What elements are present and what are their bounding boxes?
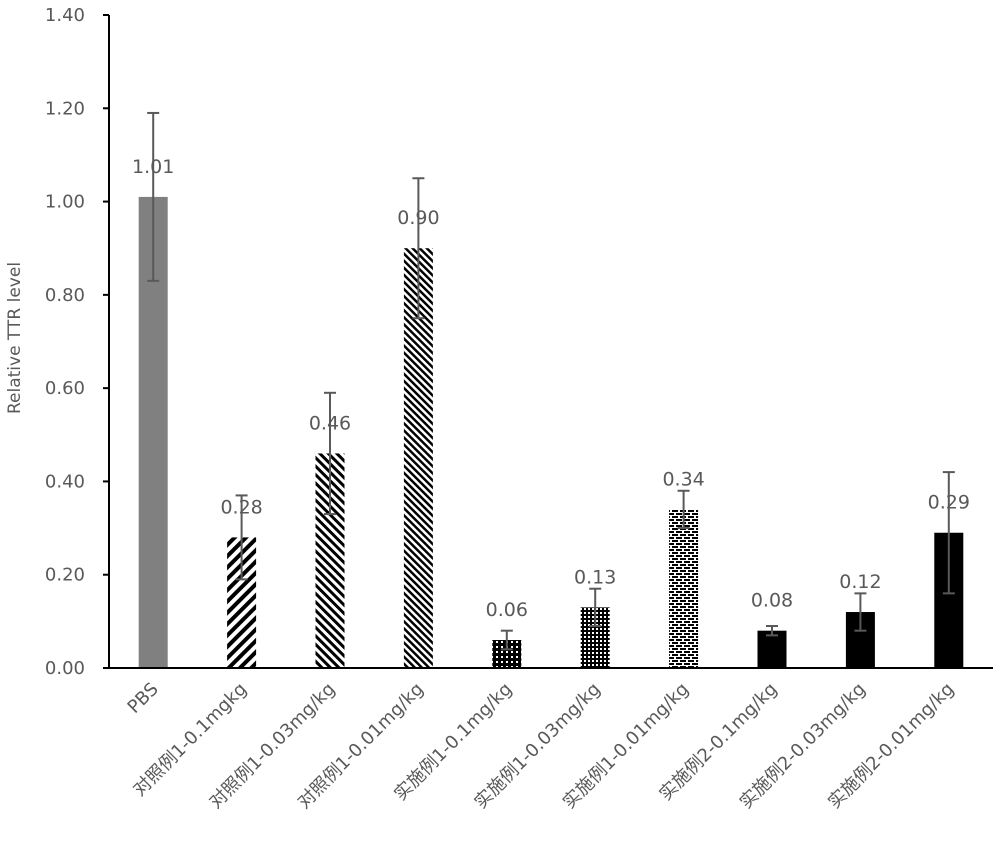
bar-chart: Relative TTR level 0.00 0.20 0.40 0.60 0.80 1… [0, 0, 1000, 851]
y-axis-ticks: 0.00 0.20 0.40 0.60 0.80 1.00 1.20 1.40 [45, 5, 109, 679]
y-tick-label: 1.00 [45, 192, 85, 213]
y-tick-label: 0.80 [45, 285, 85, 306]
bars [139, 197, 964, 668]
y-tick-label: 0.20 [45, 565, 85, 586]
data-label: 0.28 [220, 496, 262, 518]
y-tick-label: 0.40 [45, 471, 85, 492]
x-axis-labels: PBS对照例1-0.1mgkg对照例1-0.03mg/kg对照例1-0.01mg… [124, 679, 959, 813]
data-labels: 1.01 0.28 0.46 0.90 0.06 0.13 0.34 0.08 0.12 0.29 [132, 156, 970, 621]
error-bars [147, 113, 955, 649]
data-label: 0.29 [928, 492, 970, 514]
data-label: 0.90 [397, 207, 439, 229]
data-label: 0.06 [486, 599, 528, 621]
y-axis-title: Relative TTR level [5, 262, 25, 414]
bar [669, 509, 698, 668]
data-label: 0.13 [574, 566, 616, 588]
x-category-label: PBS [124, 679, 163, 718]
data-label: 0.34 [662, 468, 704, 490]
data-label: 0.08 [751, 590, 793, 612]
y-tick-label: 1.20 [45, 98, 85, 119]
data-label: 0.12 [839, 571, 881, 593]
data-label: 0.46 [309, 412, 351, 434]
y-tick-label: 0.00 [45, 658, 85, 679]
y-tick-label: 1.40 [45, 5, 85, 26]
y-tick-label: 0.60 [45, 378, 85, 399]
data-label: 1.01 [132, 156, 174, 178]
